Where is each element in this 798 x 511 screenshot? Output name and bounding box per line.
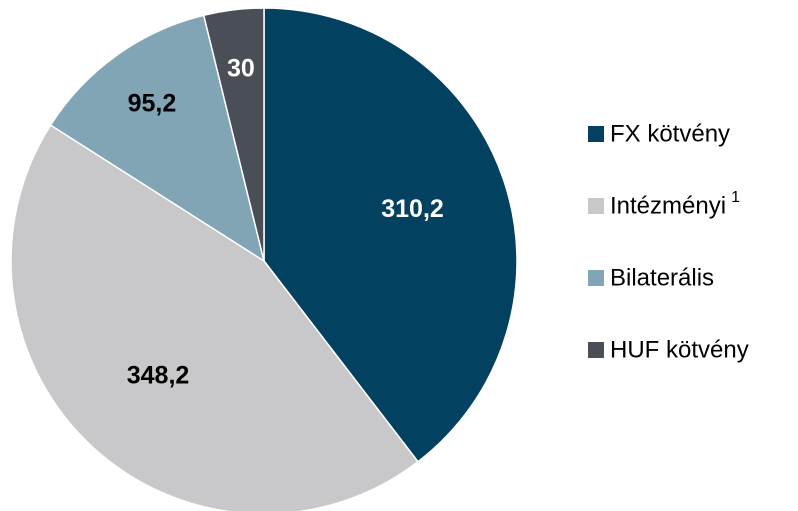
legend-swatch (588, 342, 604, 358)
legend-label: Intézményi (610, 192, 726, 219)
legend-swatch (588, 198, 604, 214)
pie-slice (49, 14, 266, 263)
value-label: 310,2 (381, 195, 444, 223)
legend-label: Bilaterális (610, 264, 714, 291)
legend-swatch (588, 126, 604, 142)
value-label: 95,2 (128, 89, 177, 117)
legend-label: HUF kötvény (610, 336, 749, 363)
legend-label: FX kötvény (610, 120, 730, 147)
legend-swatch (588, 270, 604, 286)
pie-slice (10, 124, 420, 511)
legend-footnote: 1 (731, 189, 740, 206)
value-label: 30 (227, 55, 255, 83)
pie-slice (202, 7, 265, 262)
pie-slice (263, 7, 518, 463)
value-label: 348,2 (127, 361, 190, 389)
